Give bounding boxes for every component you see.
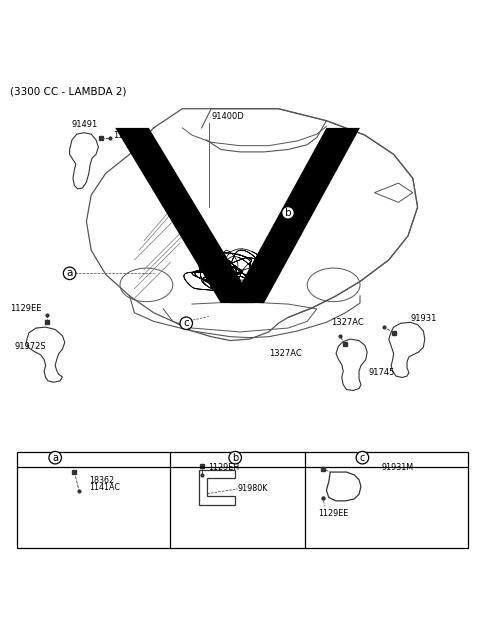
Bar: [17, 452, 468, 548]
Text: 1327AC: 1327AC: [331, 318, 364, 327]
Text: a: a: [52, 453, 58, 463]
Text: b: b: [285, 208, 291, 218]
Text: 91972S: 91972S: [14, 342, 46, 351]
Text: 1129EE: 1129EE: [10, 304, 41, 312]
Polygon shape: [230, 128, 360, 303]
Text: 1141AC: 1141AC: [89, 483, 120, 492]
Text: a: a: [66, 269, 73, 278]
Text: c: c: [360, 453, 365, 463]
Text: 91400D: 91400D: [211, 112, 244, 121]
Text: 1327AC: 1327AC: [269, 349, 301, 358]
Text: b: b: [232, 453, 239, 463]
Text: 1129EH: 1129EH: [208, 463, 239, 472]
Polygon shape: [115, 128, 254, 303]
Text: (3300 CC - LAMBDA 2): (3300 CC - LAMBDA 2): [10, 86, 126, 96]
Text: 91980K: 91980K: [238, 485, 268, 493]
Text: 1129EE: 1129EE: [113, 131, 144, 140]
Text: 1129EE: 1129EE: [318, 509, 348, 518]
Text: 91491: 91491: [71, 120, 97, 129]
Text: 91931M: 91931M: [382, 463, 414, 472]
Text: c: c: [183, 318, 189, 328]
Text: 91745: 91745: [369, 368, 395, 377]
Text: 91931: 91931: [410, 314, 437, 323]
Text: 18362: 18362: [89, 476, 114, 485]
